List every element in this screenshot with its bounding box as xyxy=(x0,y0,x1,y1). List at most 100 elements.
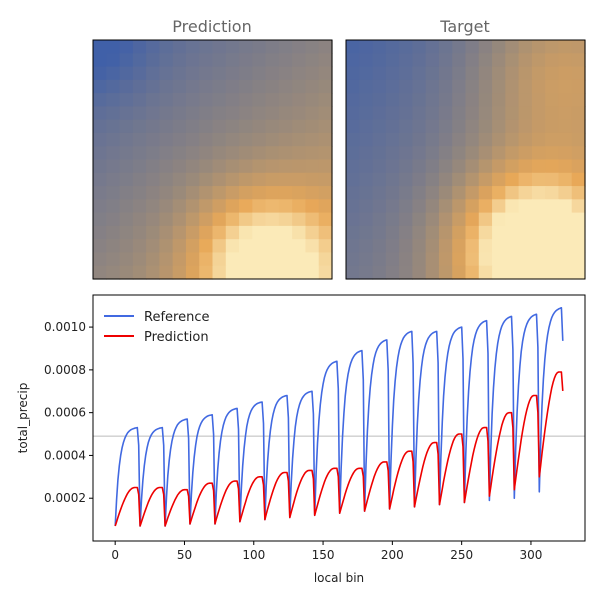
target-heatmap-cell xyxy=(346,106,360,121)
target-heatmap-cell xyxy=(399,106,413,121)
target-heatmap-cell xyxy=(505,199,520,214)
prediction-heatmap-cell xyxy=(252,265,267,280)
target-heatmap-cell xyxy=(545,265,560,280)
prediction-heatmap-cell xyxy=(159,199,174,214)
prediction-heatmap-cell xyxy=(212,265,227,280)
target-heatmap-cell xyxy=(492,93,506,107)
prediction-heatmap-cell xyxy=(159,66,174,81)
target-heatmap-cell xyxy=(518,132,533,147)
target-heatmap-cell xyxy=(558,186,573,200)
prediction-heatmap-cell xyxy=(292,172,307,187)
prediction-heatmap-cell xyxy=(106,40,121,54)
target-heatmap-cell xyxy=(412,212,427,227)
target-heatmap-cell xyxy=(492,132,506,147)
prediction-heatmap-cell xyxy=(212,40,227,54)
prediction-heatmap-cell xyxy=(265,106,280,121)
target-heatmap-cell xyxy=(531,186,546,200)
prediction-heatmap-cell xyxy=(265,172,280,187)
target-heatmap-cell xyxy=(385,119,400,134)
target-heatmap-cell xyxy=(518,225,533,240)
prediction-heatmap-cell xyxy=(265,146,280,161)
target-heatmap-cell xyxy=(359,252,374,267)
target-heatmap-cell xyxy=(558,79,573,94)
prediction-heatmap-cell xyxy=(318,172,333,187)
target-heatmap-cell xyxy=(412,79,427,94)
prediction-heatmap-cell xyxy=(305,199,320,214)
prediction-heatmap-cell xyxy=(199,225,214,240)
prediction-heatmap-cell xyxy=(93,119,107,134)
prediction-heatmap-cell xyxy=(239,265,253,280)
prediction-heatmap-cell xyxy=(185,186,200,200)
target-heatmap-cell xyxy=(438,265,453,280)
target-heatmap-cell xyxy=(438,66,453,81)
prediction-heatmap-cell xyxy=(212,212,227,227)
target-heatmap-cell xyxy=(425,172,440,187)
target-heatmap-cell xyxy=(558,93,573,107)
prediction-heatmap-cell xyxy=(305,106,320,121)
prediction-heatmap-cell xyxy=(106,53,121,68)
target-heatmap-cell xyxy=(492,53,506,68)
prediction-heatmap-cell xyxy=(146,239,160,254)
target-heatmap-cell xyxy=(478,252,493,267)
target-heatmap-cell xyxy=(571,40,586,54)
prediction-heatmap-cell xyxy=(292,132,307,147)
prediction-heatmap-cell xyxy=(199,159,214,174)
prediction-heatmap-cell xyxy=(265,53,280,68)
prediction-heatmap-cell xyxy=(318,199,333,214)
prediction-heatmap-cell xyxy=(146,212,160,227)
target-heatmap-cell xyxy=(385,265,400,280)
prediction-heatmap-cell xyxy=(252,172,267,187)
prediction-heatmap-cell xyxy=(199,212,214,227)
prediction-heatmap-cell xyxy=(185,252,200,267)
prediction-heatmap-cell xyxy=(199,186,214,200)
prediction-heatmap-cell xyxy=(106,66,121,81)
target-heatmap-cell xyxy=(531,132,546,147)
prediction-heatmap-cell xyxy=(318,106,333,121)
prediction-heatmap-cell xyxy=(199,66,214,81)
prediction-heatmap-cell xyxy=(278,212,293,227)
target-heatmap-cell xyxy=(372,79,387,94)
y-tick-label: 0.0004 xyxy=(44,448,86,462)
target-heatmap-cell xyxy=(385,159,400,174)
target-heatmap-cell xyxy=(465,146,480,161)
prediction-heatmap-cell xyxy=(106,146,121,161)
prediction-heatmap-cell xyxy=(119,239,134,254)
prediction-heatmap-cell xyxy=(119,66,134,81)
target-heatmap-cell xyxy=(346,186,360,200)
prediction-heatmap-cell xyxy=(146,225,160,240)
target-heatmap-cell xyxy=(518,53,533,68)
target-heatmap-cell xyxy=(465,79,480,94)
prediction-heatmap-cell xyxy=(318,186,333,200)
target-heatmap-cell xyxy=(465,172,480,187)
prediction-heatmap-cell xyxy=(199,199,214,214)
target-heatmap-cell xyxy=(558,106,573,121)
target-heatmap-cell xyxy=(359,146,374,161)
target-heatmap-cell xyxy=(478,132,493,147)
target-heatmap-cell xyxy=(505,239,520,254)
target-heatmap-cell xyxy=(531,172,546,187)
target-heatmap-cell xyxy=(412,66,427,81)
prediction-heatmap-cell xyxy=(212,146,227,161)
prediction-heatmap-cell xyxy=(225,172,240,187)
target-heatmap-cell xyxy=(531,252,546,267)
target-heatmap-cell xyxy=(372,132,387,147)
target-heatmap-cell xyxy=(438,40,453,54)
target-heatmap-cell xyxy=(571,93,586,107)
target-heatmap-cell xyxy=(571,66,586,81)
prediction-heatmap-cell xyxy=(225,212,240,227)
prediction-heatmap-cell xyxy=(305,79,320,94)
target-heatmap-cell xyxy=(452,79,467,94)
prediction-heatmap-cell xyxy=(199,265,214,280)
prediction-heatmap-cell xyxy=(318,212,333,227)
target-heatmap-cell xyxy=(505,186,520,200)
prediction-heatmap-cell xyxy=(305,66,320,81)
target-heatmap-cell xyxy=(359,199,374,214)
target-heatmap-cell xyxy=(505,159,520,174)
target-heatmap-cell xyxy=(492,159,506,174)
target-heatmap-cell xyxy=(505,146,520,161)
prediction-heatmap-cell xyxy=(239,252,253,267)
prediction-heatmap-cell xyxy=(305,186,320,200)
target-heatmap-cell xyxy=(359,265,374,280)
prediction-heatmap-cell xyxy=(172,93,187,107)
prediction-heatmap-cell xyxy=(106,225,121,240)
